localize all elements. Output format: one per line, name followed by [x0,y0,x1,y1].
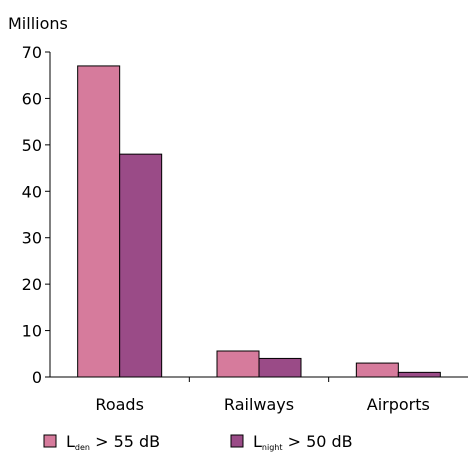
x-tick-label: Airports [367,395,430,414]
y-tick-label: 0 [32,368,42,387]
bar-roads-series-1 [77,65,121,378]
bar-railways-series-1 [216,350,260,378]
y-tick-label: 20 [22,275,42,294]
x-axis-ticks: Roads Railways Airports [95,377,430,414]
x-tick-label: Railways [224,395,294,414]
y-axis-ticks: 0 10 20 30 40 50 60 70 [22,43,50,387]
y-tick-label: 40 [22,182,42,201]
y-axis-title: Millions [8,14,68,33]
bar-roads-series-2 [119,153,163,378]
legend-swatch [43,434,57,448]
y-tick-label: 50 [22,136,42,155]
y-tick-label: 10 [22,322,42,341]
legend-label: Lden > 55 dB [66,432,160,452]
bar-railways-series-2 [258,357,302,378]
bars [77,65,441,378]
legend: Lden > 55 dB Lnight > 50 dB [43,432,353,452]
bar-airports-series-2 [397,371,441,378]
legend-label: Lnight > 50 dB [253,432,353,452]
bar-airports-series-1 [355,362,399,378]
x-tick-label: Roads [95,395,143,414]
y-tick-label: 60 [22,89,42,108]
y-tick-label: 30 [22,229,42,248]
y-tick-label: 70 [22,43,42,62]
legend-swatch [230,434,244,448]
